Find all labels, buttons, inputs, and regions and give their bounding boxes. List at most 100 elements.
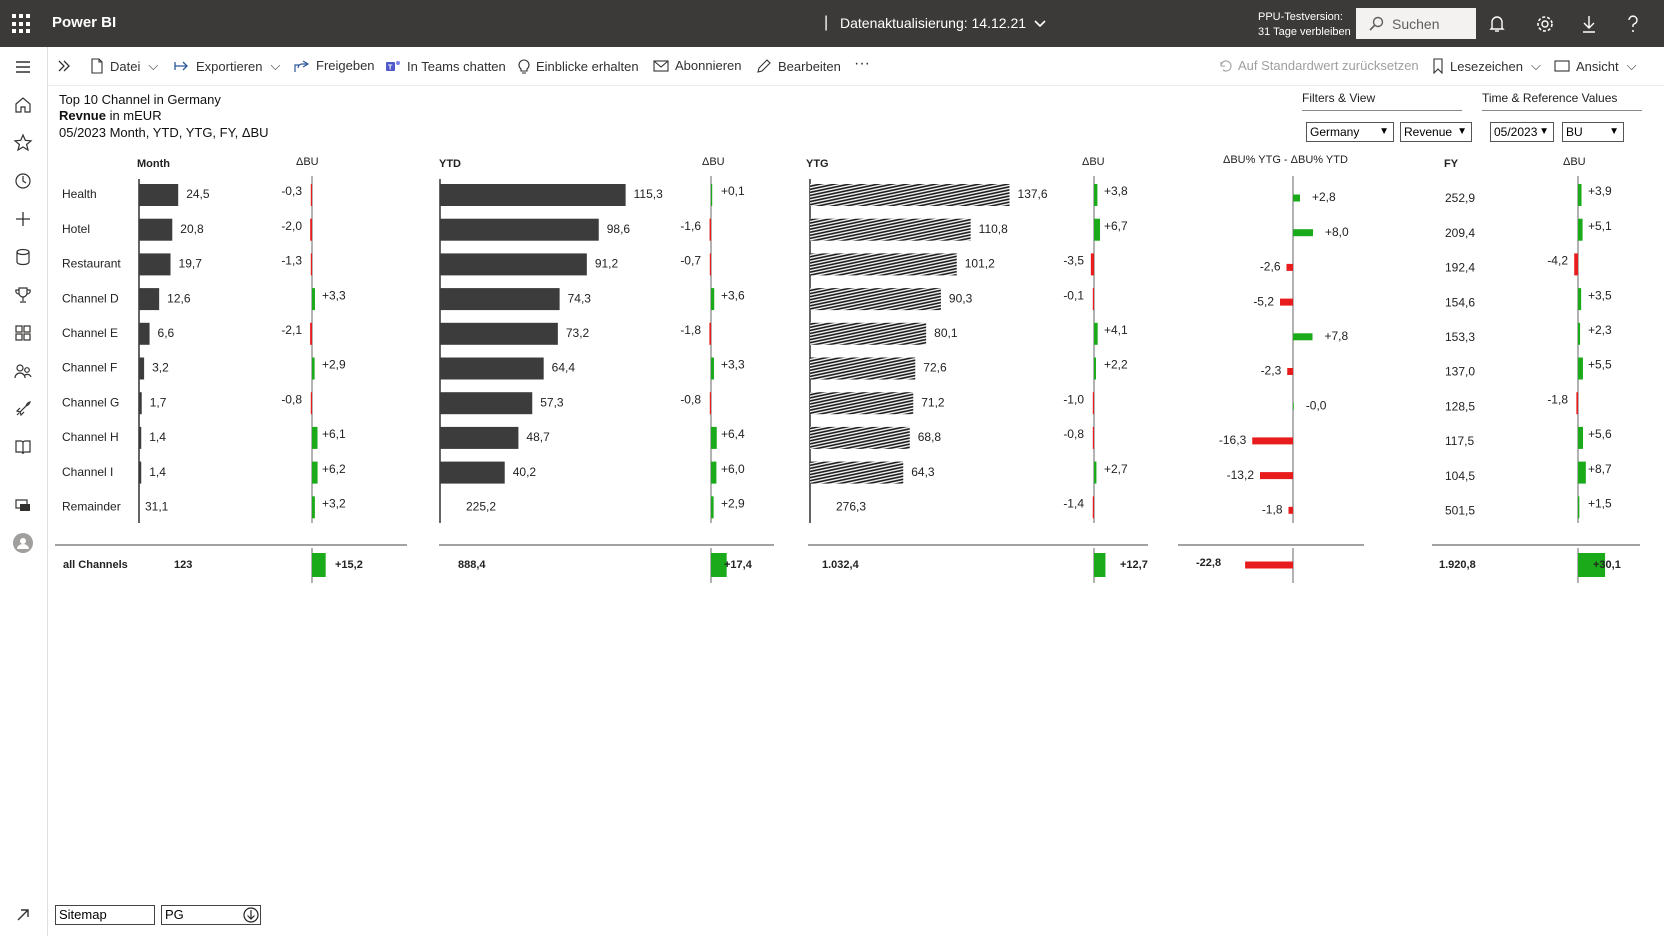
reference-value: BU bbox=[1566, 125, 1583, 139]
data-label: 71,2 bbox=[921, 395, 945, 409]
column-header: ΔBU bbox=[1563, 156, 1586, 168]
share-button[interactable]: Freigeben bbox=[294, 58, 375, 73]
goals-trophy-icon[interactable] bbox=[13, 285, 33, 305]
delta-pct-bar bbox=[1293, 229, 1313, 237]
data-label: 1,4 bbox=[149, 465, 166, 479]
create-plus-icon[interactable] bbox=[13, 209, 33, 229]
export-menu-button[interactable]: Exportieren ⌵ bbox=[174, 58, 280, 74]
app-name[interactable]: Power BI bbox=[52, 14, 117, 31]
bell-icon[interactable] bbox=[1486, 13, 1508, 35]
data-label: 110,8 bbox=[979, 222, 1008, 236]
bar bbox=[440, 392, 533, 415]
chevron-down-icon bbox=[1034, 15, 1046, 31]
search-icon bbox=[1369, 16, 1384, 31]
period-value: 05/2023 bbox=[1494, 125, 1538, 139]
home-icon[interactable] bbox=[13, 95, 33, 115]
data-label: 80,1 bbox=[934, 326, 958, 340]
bar bbox=[810, 357, 916, 380]
recent-clock-icon[interactable] bbox=[13, 171, 33, 191]
data-label: 57,3 bbox=[540, 395, 564, 409]
favorites-star-icon[interactable] bbox=[13, 133, 33, 153]
app-launcher-icon[interactable] bbox=[12, 14, 32, 34]
bookmarks-button[interactable]: Lesezeichen ⌵ bbox=[1432, 58, 1541, 74]
mail-icon bbox=[653, 59, 669, 72]
search-placeholder: Suchen bbox=[1392, 15, 1440, 32]
delta-bar bbox=[310, 184, 312, 206]
fy-value-label: 128,5 bbox=[1445, 399, 1475, 413]
delta-bar bbox=[1578, 357, 1583, 380]
chevron-down-icon: ⌵ bbox=[1626, 58, 1637, 73]
fy-value-label: 252,9 bbox=[1445, 191, 1475, 205]
country-dropdown[interactable]: Germany ▼ bbox=[1306, 122, 1394, 142]
view-menu-button[interactable]: Ansicht ⌵ bbox=[1554, 58, 1637, 74]
teams-label: In Teams chatten bbox=[407, 58, 506, 74]
data-label: 276,3 bbox=[836, 499, 866, 513]
download-icon[interactable] bbox=[1578, 13, 1600, 35]
delta-label: +6,7 bbox=[1104, 219, 1128, 233]
file-menu-button[interactable]: Datei ⌵ bbox=[90, 58, 158, 74]
datasets-icon[interactable] bbox=[13, 247, 33, 267]
delta-bar bbox=[709, 218, 711, 241]
delta-label: -1,6 bbox=[680, 219, 701, 233]
search-input[interactable]: Suchen bbox=[1356, 8, 1476, 39]
measure-dropdown[interactable]: Revenue ▼ bbox=[1400, 122, 1472, 142]
data-label: 90,3 bbox=[949, 291, 973, 305]
refresh-date-dropdown[interactable]: Datenaktualisierung: 14.12.21 bbox=[840, 15, 1046, 31]
delta-label: +3,9 bbox=[1588, 184, 1612, 198]
bar bbox=[810, 184, 1010, 206]
gear-icon[interactable] bbox=[1534, 13, 1556, 35]
apps-icon[interactable] bbox=[13, 323, 33, 343]
delta-label: +4,1 bbox=[1104, 323, 1128, 337]
delta-label: +2,2 bbox=[1104, 358, 1128, 372]
delta-label: -0,8 bbox=[281, 392, 302, 406]
dropdown-arrow-icon: ▼ bbox=[1457, 126, 1467, 137]
reference-dropdown[interactable]: BU ▼ bbox=[1562, 122, 1624, 142]
help-icon[interactable] bbox=[1622, 13, 1644, 35]
fy-value-label: 501,5 bbox=[1445, 503, 1475, 517]
down-circle-icon bbox=[243, 907, 259, 923]
delta-bar bbox=[709, 322, 711, 345]
dropdown-arrow-icon: ▼ bbox=[1539, 126, 1549, 137]
subscribe-button[interactable]: Abonnieren bbox=[653, 58, 742, 73]
chevron-down-icon: ⌵ bbox=[270, 58, 281, 73]
bar bbox=[139, 461, 142, 484]
workspaces-book-icon[interactable] bbox=[13, 437, 33, 457]
delta-label: -3,5 bbox=[1063, 254, 1084, 268]
view-label: Ansicht bbox=[1576, 58, 1619, 74]
avatar[interactable] bbox=[13, 533, 33, 553]
page-navigator[interactable]: PG bbox=[161, 905, 261, 925]
expand-panes-icon[interactable] bbox=[56, 58, 78, 74]
total-label: 888,4 bbox=[458, 559, 486, 571]
delta-bar bbox=[312, 357, 315, 380]
share-label: Freigeben bbox=[316, 58, 375, 73]
insights-button[interactable]: Einblicke erhalten bbox=[518, 58, 639, 74]
delta-bar bbox=[711, 184, 713, 206]
bar bbox=[440, 461, 505, 484]
bar bbox=[810, 322, 927, 345]
period-dropdown[interactable]: 05/2023 ▼ bbox=[1490, 122, 1554, 142]
category-label: Channel F bbox=[62, 361, 117, 375]
delta-pct-bar bbox=[1260, 472, 1293, 480]
delta-total-bar bbox=[711, 553, 727, 577]
sitemap-button[interactable]: Sitemap bbox=[55, 905, 155, 925]
edit-button[interactable]: Bearbeiten bbox=[756, 58, 841, 74]
undo-icon bbox=[1220, 60, 1232, 72]
hamburger-menu-icon[interactable] bbox=[13, 57, 33, 77]
shared-people-icon[interactable] bbox=[13, 361, 33, 381]
learn-rocket-icon[interactable] bbox=[13, 399, 33, 419]
category-label: Channel D bbox=[62, 291, 119, 305]
delta-bar bbox=[1092, 392, 1094, 415]
teams-chat-button[interactable]: T In Teams chatten bbox=[385, 58, 506, 74]
my-workspace-icon[interactable] bbox=[13, 495, 33, 515]
expand-arrow-icon[interactable] bbox=[13, 905, 33, 925]
data-label: 74,3 bbox=[568, 291, 592, 305]
delta-pct-total-bar bbox=[1245, 561, 1293, 569]
column-header: YTD bbox=[439, 158, 461, 170]
bar bbox=[440, 184, 626, 206]
data-label: 48,7 bbox=[526, 430, 550, 444]
reset-default-button[interactable]: Auf Standardwert zurücksetzen bbox=[1218, 58, 1419, 73]
delta-total-label: +30,1 bbox=[1593, 559, 1621, 571]
more-options-button[interactable]: ··· bbox=[854, 55, 870, 72]
fy-value-label: 192,4 bbox=[1445, 261, 1475, 275]
data-label: 24,5 bbox=[186, 187, 210, 201]
